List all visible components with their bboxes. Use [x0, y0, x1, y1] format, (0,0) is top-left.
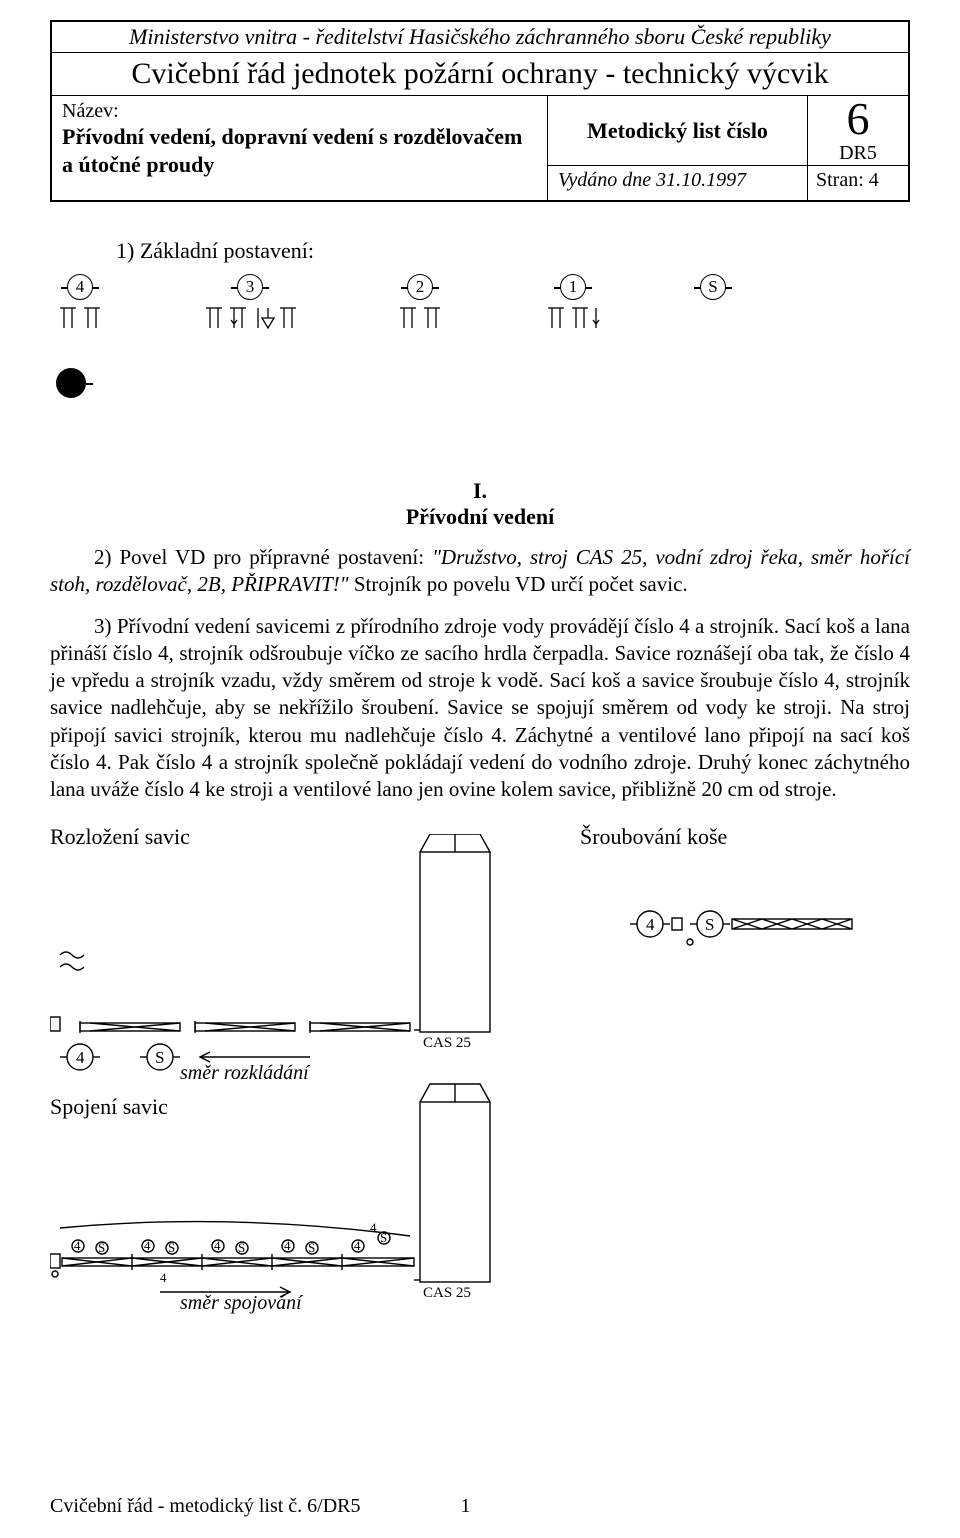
svg-text:4: 4 — [646, 915, 655, 934]
position-node: 1 — [560, 274, 586, 300]
svg-text:S: S — [705, 915, 714, 934]
header-left: Název: Přívodní vedení, dopravní vedení … — [52, 96, 548, 200]
sheet-number: 6 — [847, 96, 870, 142]
filled-circle-marker — [56, 368, 86, 398]
svg-text:4: 4 — [160, 1270, 167, 1285]
position-glyph — [542, 304, 604, 334]
met-label: Metodický list číslo — [548, 96, 808, 165]
header-right: Metodický list číslo 6 DR5 Vydáno dne 31… — [548, 96, 908, 200]
position-unit-3: 3 — [202, 274, 298, 334]
position-node: 4 — [67, 274, 93, 300]
p2-tail: Strojník po povelu VD určí počet savic. — [349, 572, 688, 596]
header-grid: Název: Přívodní vedení, dopravní vedení … — [52, 96, 908, 200]
sheet-code: DR5 — [839, 142, 877, 165]
position-unit-1: 1 — [542, 274, 604, 334]
page-count: Stran: 4 — [808, 166, 908, 200]
position-node: 2 — [407, 274, 433, 300]
paragraph-3: 3) Přívodní vedení savicemi z přírodního… — [50, 613, 910, 804]
doc-title: Cvičební řád jednotek požární ochrany - … — [52, 53, 908, 96]
sheet-number-box: 6 DR5 — [808, 96, 908, 165]
position-node: 3 — [237, 274, 263, 300]
footer-page: 1 — [461, 1495, 471, 1518]
vehicle-label-1: CAS 25 — [423, 1035, 471, 1051]
diagram-svg: CAS 25 — [50, 834, 910, 1334]
position-glyph — [202, 304, 298, 334]
basic-position-label: 1) Základní postavení: — [116, 238, 910, 264]
issue-date: Vydáno dne 31.10.1997 — [548, 166, 808, 200]
ministry-line: Ministerstvo vnitra - ředitelství Hasičs… — [52, 22, 908, 53]
svg-text:4: 4 — [76, 1048, 85, 1067]
vehicle-label-2: CAS 25 — [423, 1285, 471, 1301]
position-glyph — [54, 304, 106, 334]
doc-description: Přívodní vedení, dopravní vedení s rozdě… — [62, 123, 537, 178]
position-unit-2: 2 — [394, 274, 446, 334]
p3-text: 3) Přívodní vedení savicemi z přírodního… — [50, 614, 910, 802]
position-node: S — [700, 274, 726, 300]
svg-text:S: S — [155, 1048, 164, 1067]
document-header: Ministerstvo vnitra - ředitelství Hasičs… — [50, 20, 910, 202]
position-unit-4: 4 — [54, 274, 106, 334]
paragraph-2: 2) Povel VD pro přípravné postavení: "Dr… — [50, 544, 910, 599]
footer-text: Cvičební řád - metodický list č. 6/DR5 — [50, 1495, 361, 1518]
position-glyph — [394, 304, 446, 334]
position-unit-s: S — [700, 274, 726, 300]
diagram-area: Rozložení savic Šroubování koše Spojení … — [50, 824, 910, 1344]
page-footer: Cvičební řád - metodický list č. 6/DR5 1 — [50, 1495, 910, 1518]
section-number: I. — [50, 478, 910, 504]
svg-text:4: 4 — [370, 1220, 377, 1235]
nazev-label: Název: — [62, 100, 537, 123]
section-title: Přívodní vedení — [50, 504, 910, 530]
position-row: 4 3 2 — [54, 274, 910, 334]
p2-lead: 2) Povel VD pro přípravné postavení: — [94, 545, 432, 569]
